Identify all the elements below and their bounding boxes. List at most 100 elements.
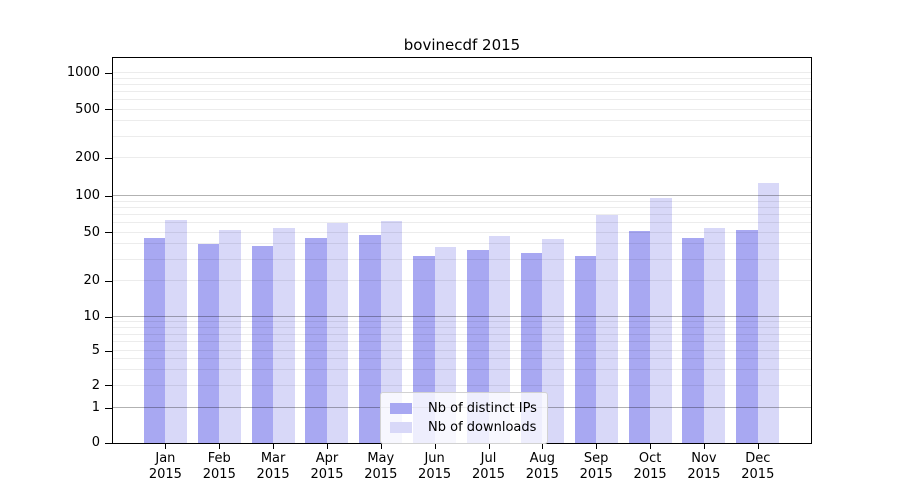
x-tick-mark xyxy=(596,444,598,449)
bar-downloads-jan xyxy=(165,220,187,443)
y-tick-mark xyxy=(105,350,112,352)
major-gridline xyxy=(113,195,811,196)
x-tick-label-dec: Dec 2015 xyxy=(741,451,775,482)
bar-downloads-oct xyxy=(650,197,672,443)
y-tick-mark xyxy=(105,109,112,110)
y-tick-label-20: 20 xyxy=(83,273,100,288)
chart-title: bovinecdf 2015 xyxy=(403,36,521,54)
legend-label-downloads: Nb of downloads xyxy=(428,420,537,435)
minor-gridline xyxy=(113,90,811,92)
y-tick-label-50: 50 xyxy=(83,224,100,240)
minor-gridline xyxy=(113,108,811,110)
y-tick-label-2: 2 xyxy=(91,377,100,393)
x-tick-label-nov: Nov 2015 xyxy=(687,451,721,482)
x-tick-label-jan: Jan 2015 xyxy=(148,451,182,482)
y-tick-label-500: 500 xyxy=(75,101,100,117)
minor-gridline xyxy=(113,135,811,137)
x-tick-mark xyxy=(219,444,221,449)
minor-gridline xyxy=(113,157,811,158)
minor-gridline xyxy=(113,213,811,215)
minor-gridline xyxy=(113,77,811,79)
bar-downloads-sep xyxy=(596,214,618,443)
minor-gridline xyxy=(113,120,811,122)
x-tick-mark xyxy=(380,444,382,449)
grid-layer xyxy=(113,58,811,443)
y-tick-label-0: 0 xyxy=(91,435,100,450)
y-tick-label-100: 100 xyxy=(75,188,100,203)
bar-downloads-apr xyxy=(326,222,349,443)
y-tick-mark xyxy=(105,442,112,444)
x-tick-mark xyxy=(165,444,167,449)
x-tick-label-aug: Aug 2015 xyxy=(525,451,559,482)
y-tick-label-10: 10 xyxy=(83,309,100,324)
minor-gridline xyxy=(113,221,811,223)
bar-ips-may xyxy=(359,234,381,443)
minor-gridline xyxy=(113,321,811,323)
y-tick-label-200: 200 xyxy=(75,150,100,165)
x-tick-mark xyxy=(327,444,328,449)
x-tick-mark xyxy=(434,444,436,449)
x-tick-label-oct: Oct 2015 xyxy=(633,451,667,482)
bar-ips-dec xyxy=(736,230,758,443)
bar-ips-jan xyxy=(143,238,166,443)
y-tick-mark xyxy=(105,232,112,233)
bar-downloads-aug xyxy=(542,239,564,443)
x-tick-label-jun: Jun 2015 xyxy=(418,451,452,482)
x-tick-mark xyxy=(542,444,544,449)
minor-gridline xyxy=(113,83,811,85)
y-tick-mark xyxy=(105,385,112,387)
minor-gridline xyxy=(113,369,811,371)
y-tick-mark xyxy=(105,72,112,74)
legend: Nb of distinct IPs Nb of downloads xyxy=(380,392,548,444)
minor-gridline xyxy=(113,326,811,328)
bar-downloads-mar xyxy=(273,227,295,443)
minor-gridline xyxy=(113,350,811,351)
x-tick-label-jul: Jul 2015 xyxy=(471,451,506,482)
plot-area: Nb of distinct IPs Nb of downloads xyxy=(112,57,812,444)
bar-ips-oct xyxy=(628,231,651,443)
x-tick-mark xyxy=(650,444,652,449)
y-tick-mark xyxy=(105,280,112,282)
bar-ips-apr xyxy=(305,238,327,443)
minor-gridline xyxy=(113,206,811,208)
bar-ips-mar xyxy=(251,245,274,443)
legend-label-distinct-ips: Nb of distinct IPs xyxy=(428,401,537,416)
y-tick-label-1000: 1000 xyxy=(66,65,100,80)
bar-downloads-dec xyxy=(757,183,780,443)
bar-downloads-nov xyxy=(703,227,726,443)
major-gridline xyxy=(113,316,811,317)
y-tick-label-5: 5 xyxy=(91,343,100,358)
y-tick-mark xyxy=(105,316,112,318)
bar-downloads-jul xyxy=(488,235,510,443)
minor-gridline xyxy=(113,258,811,260)
x-tick-mark xyxy=(703,444,705,449)
minor-gridline xyxy=(113,231,811,233)
legend-swatch-downloads xyxy=(390,422,412,433)
y-tick-mark xyxy=(105,157,112,159)
minor-gridline xyxy=(113,243,811,245)
x-tick-mark xyxy=(273,444,275,449)
legend-item-distinct-ips: Nb of distinct IPs xyxy=(390,399,537,418)
bar-ips-nov xyxy=(682,238,704,443)
minor-gridline xyxy=(113,72,811,73)
x-tick-mark xyxy=(488,444,490,449)
minor-gridline xyxy=(113,333,811,335)
bar-downloads-may xyxy=(380,221,403,443)
x-tick-label-sep: Sep 2015 xyxy=(579,451,613,482)
y-tick-mark xyxy=(105,195,112,197)
legend-item-downloads: Nb of downloads xyxy=(390,418,537,437)
minor-gridline xyxy=(113,341,811,342)
x-tick-label-feb: Feb 2015 xyxy=(202,451,236,482)
bar-ips-feb xyxy=(197,244,220,443)
bar-downloads-feb xyxy=(219,230,241,443)
y-tick-mark xyxy=(105,407,112,409)
minor-gridline xyxy=(113,384,811,386)
legend-swatch-distinct-ips xyxy=(390,403,412,414)
x-tick-label-apr: Apr 2015 xyxy=(310,451,344,482)
x-tick-mark xyxy=(757,444,759,449)
minor-gridline xyxy=(113,358,811,360)
minor-gridline xyxy=(113,200,811,202)
x-tick-label-mar: Mar 2015 xyxy=(256,451,290,482)
y-tick-label-1: 1 xyxy=(91,400,100,415)
